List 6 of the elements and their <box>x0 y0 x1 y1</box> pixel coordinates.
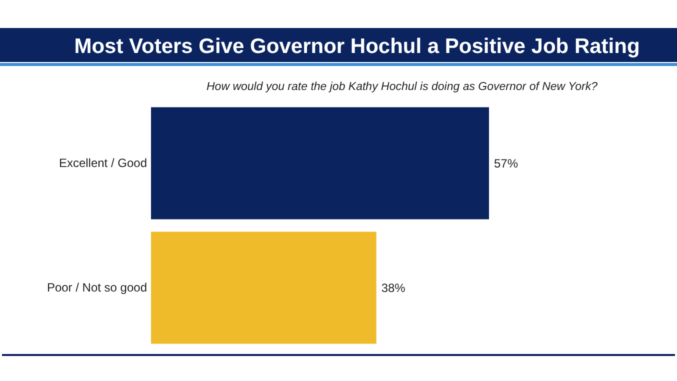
y-tick-label: Excellent / Good <box>58 156 147 170</box>
chart-subtitle: How would you rate the job Kathy Hochul is doing as Governor of New York? <box>206 81 598 93</box>
data-label: 38% <box>381 280 406 295</box>
y-tick-label: Poor / Not so good <box>46 280 147 295</box>
chart-title: Most Voters Give Governor Hochul a Positive Job Rating <box>74 35 640 58</box>
data-label: 57% <box>494 156 518 170</box>
